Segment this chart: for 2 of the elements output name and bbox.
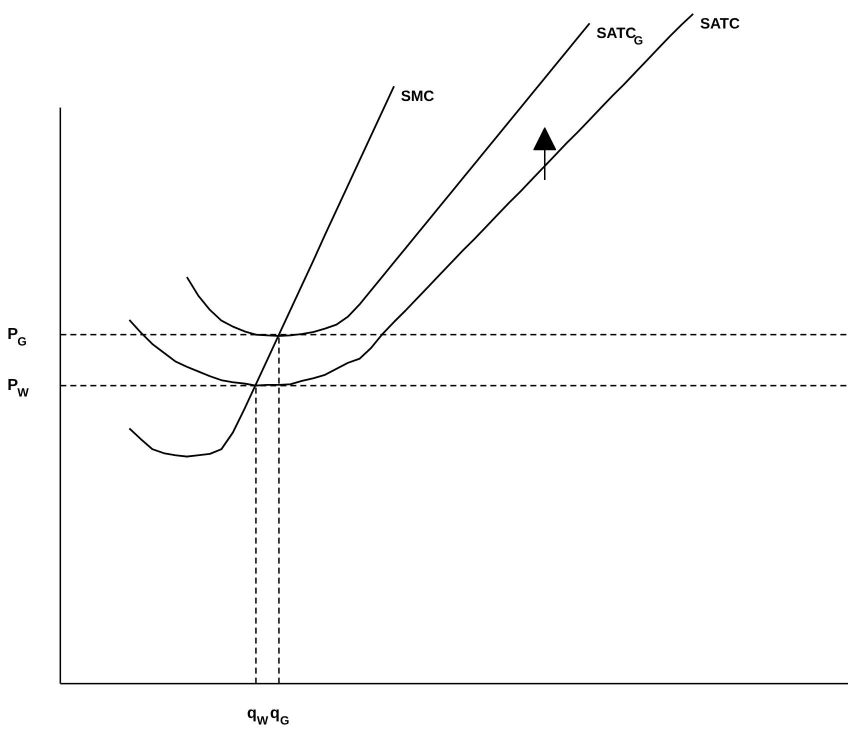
series-label: SATC: [700, 15, 740, 32]
series-label: SMC: [400, 88, 434, 105]
